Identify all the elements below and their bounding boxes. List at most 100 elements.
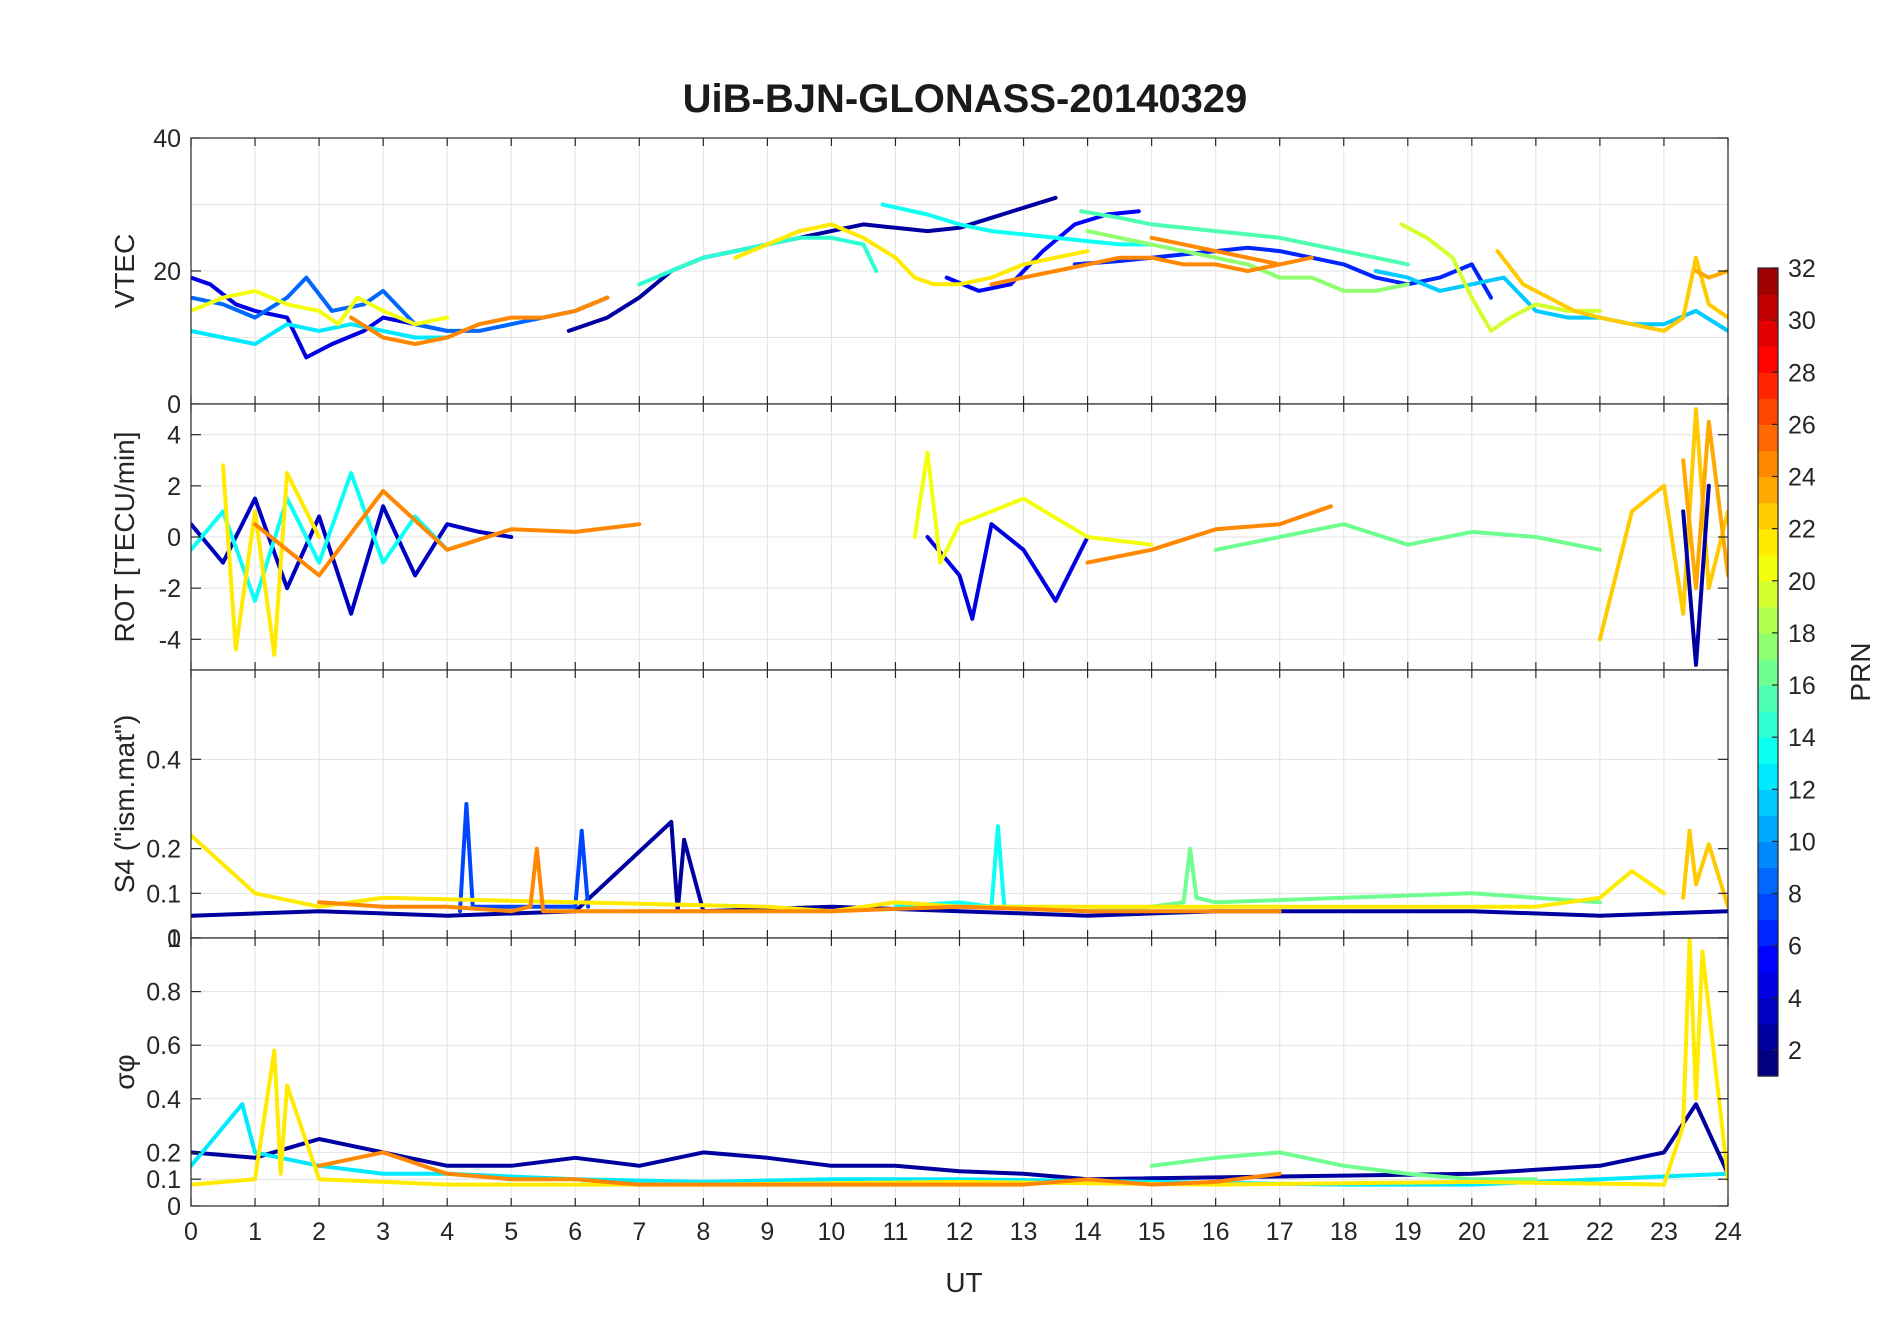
- x-tick-label: 21: [1522, 1218, 1550, 1246]
- series-group: [191, 938, 1728, 1187]
- colorbar-segment: [1758, 789, 1778, 816]
- series-line-prn-23: [1681, 419, 1728, 591]
- x-tick-label: 6: [568, 1218, 582, 1246]
- series-line-prn-24: [317, 1150, 1282, 1187]
- colorbar-segment: [1758, 398, 1778, 425]
- colorbar-segment: [1758, 685, 1778, 712]
- colorbar-segment: [1758, 997, 1778, 1025]
- x-tick-label: 3: [376, 1218, 390, 1246]
- panel-rot: -4 -2 0 2 4 ROT [TECU/min]: [109, 403, 1729, 671]
- series-line-prn-21: [191, 833, 1666, 914]
- y-tick-label: 4: [167, 422, 181, 450]
- y-tick-label: 0: [167, 391, 181, 419]
- colorbar-tick-label: 22: [1788, 516, 1816, 544]
- series-line-prn-13: [191, 471, 450, 603]
- y-tick-label: 0.2: [146, 836, 181, 864]
- panel-vtec: 0 20 40 VTEC: [109, 125, 1729, 419]
- colorbar-tick-label: 4: [1788, 985, 1802, 1013]
- colorbar-segment: [1758, 372, 1778, 399]
- x-tick-label: 9: [760, 1218, 774, 1246]
- colorbar-segment: [1758, 450, 1778, 478]
- y-tick-label: 2: [167, 473, 181, 501]
- y-tick-label: 20: [153, 258, 181, 286]
- colorbar-segment: [1758, 919, 1778, 947]
- y-tick-label: 0: [167, 925, 181, 953]
- colorbar-segment: [1758, 606, 1778, 634]
- colorbar-segment: [1758, 528, 1778, 556]
- colorbar-segment: [1758, 476, 1778, 504]
- x-tick-label: 7: [632, 1218, 646, 1246]
- series-line-prn-21: [733, 222, 1090, 287]
- colorbar-segment: [1758, 893, 1778, 921]
- series-line-prn-12: [191, 1102, 1728, 1187]
- colorbar-segment: [1758, 554, 1778, 582]
- x-tick-label: 14: [1074, 1218, 1102, 1246]
- x-tick-label: 18: [1330, 1218, 1358, 1246]
- y-tick-label: 0.1: [146, 880, 181, 908]
- x-tick-label: 2: [312, 1218, 326, 1246]
- series-line-prn-24: [317, 846, 1282, 914]
- colorbar-segment: [1758, 320, 1778, 347]
- series-line-prn-17: [1085, 229, 1410, 293]
- y-tick-label: 0.6: [146, 1032, 181, 1060]
- x-tick-label: 24: [1714, 1218, 1742, 1246]
- series-line-prn-24: [349, 295, 610, 347]
- colorbar-tick-label: 28: [1788, 359, 1816, 387]
- colorbar-tick-label: 8: [1788, 881, 1802, 909]
- colorbar-tick-label: 26: [1788, 411, 1816, 439]
- x-tick-label: 15: [1138, 1218, 1166, 1246]
- colorbar-tick-label: 32: [1788, 255, 1816, 283]
- y-tick-label: 0.4: [146, 746, 181, 774]
- series-line-prn-23: [1694, 269, 1728, 280]
- colorbar-segment: [1758, 763, 1778, 790]
- series-line-prn-20: [191, 288, 450, 327]
- panel-frame: [190, 937, 1729, 1207]
- series-line-prn-8: [191, 275, 610, 333]
- colorbar-tick-label: 6: [1788, 933, 1802, 961]
- x-tick-label: 10: [818, 1218, 846, 1246]
- colorbar-segment: [1758, 632, 1778, 660]
- colorbar-segment: [1758, 867, 1778, 895]
- colorbar-segment: [1758, 268, 1778, 295]
- x-tick-label: 5: [504, 1218, 518, 1246]
- x-tick-label: 22: [1586, 1218, 1614, 1246]
- series-group: [191, 407, 1728, 667]
- colorbar-frame: [1757, 267, 1779, 1077]
- series-line-prn-24: [989, 255, 1314, 287]
- x-tick-label: 8: [696, 1218, 710, 1246]
- panel-s4: 0 0.1 0.2 0.4S4 ("ism.mat"): [109, 669, 1729, 953]
- y-tick-label: 0: [167, 1193, 181, 1221]
- x-axis: 0 1 2 3 4 5 6 7 8 9 10 11 12 13 14 15 16 17 18 19 20 21 22 23 24: [184, 1218, 1742, 1246]
- series-line-prn-2: [1681, 483, 1711, 667]
- colorbar-segment: [1758, 346, 1778, 373]
- colorbar-tick-label: 30: [1788, 307, 1816, 335]
- colorbar-label: PRN: [1845, 642, 1876, 701]
- colorbar-segment: [1758, 424, 1778, 452]
- series-line-prn-21: [191, 938, 1728, 1187]
- colorbar-segment: [1758, 841, 1778, 869]
- colorbar-tick-label: 12: [1788, 776, 1816, 804]
- chart-title: UiB-BJN-GLONASS-20140329: [683, 77, 1248, 121]
- colorbar-tick-label: 24: [1788, 464, 1816, 492]
- colorbar-segment: [1758, 1049, 1778, 1077]
- colorbar-tick-label: 2: [1788, 1037, 1802, 1065]
- colorbar-tick-label: 10: [1788, 828, 1816, 856]
- colorbar-segment: [1758, 945, 1778, 973]
- colorbar-segment: [1758, 711, 1778, 738]
- x-tick-label: 20: [1458, 1218, 1486, 1246]
- series-line-prn-21: [221, 463, 322, 657]
- colorbar-segment: [1758, 580, 1778, 608]
- series-group: [191, 195, 1728, 360]
- x-tick-label: 11: [882, 1218, 908, 1246]
- x-tick-label: 23: [1650, 1218, 1678, 1246]
- colorbar-tick-label: 20: [1788, 568, 1816, 596]
- series-group: [191, 802, 1728, 918]
- colorbar-tick-label: 14: [1788, 724, 1816, 752]
- x-tick-label: 4: [440, 1218, 454, 1246]
- colorbar-segment: [1758, 658, 1778, 686]
- y-tick-label: 1: [167, 925, 181, 953]
- series-line-prn-12: [191, 322, 450, 347]
- series-line-prn-24: [253, 489, 642, 578]
